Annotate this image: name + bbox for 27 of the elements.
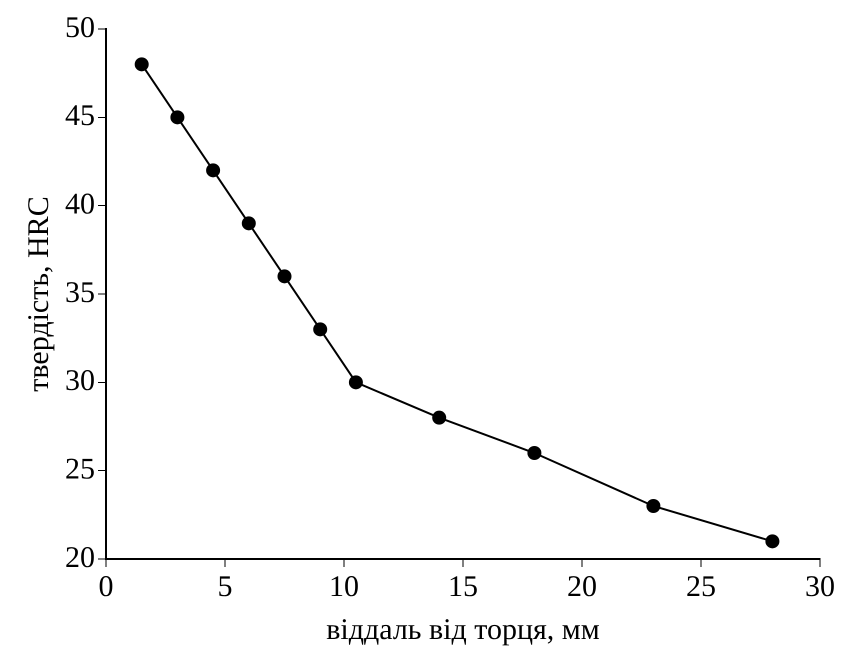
x-tick-label: 20	[567, 570, 597, 603]
x-tick-label: 30	[805, 570, 835, 603]
point	[170, 110, 184, 124]
y-axis-title: твердість, HRC	[22, 196, 55, 392]
point	[765, 534, 780, 548]
y-tick-label: 45	[65, 99, 95, 132]
x-tick-label: 5	[218, 570, 232, 603]
y-tick-label: 35	[65, 276, 95, 309]
y-tick-label: 20	[65, 540, 95, 574]
y-tick-label: 25	[65, 452, 95, 486]
point	[242, 216, 256, 230]
x-tick-label: 15	[448, 570, 478, 603]
point	[206, 163, 220, 178]
x-tick-label: 10	[329, 570, 359, 603]
point	[278, 269, 292, 284]
x-axis-title: віддаль від торця, мм	[326, 612, 600, 646]
x-tick-label: 0	[98, 570, 114, 603]
point	[646, 499, 660, 513]
point	[527, 446, 542, 460]
point	[432, 410, 446, 425]
y-tick-label: 40	[65, 188, 95, 221]
y-tick-label: 50	[65, 10, 95, 44]
y-tick-label: 30	[65, 364, 95, 398]
point	[348, 375, 363, 390]
point	[134, 57, 149, 72]
x-tick-label: 25	[686, 570, 716, 603]
point	[313, 322, 328, 336]
